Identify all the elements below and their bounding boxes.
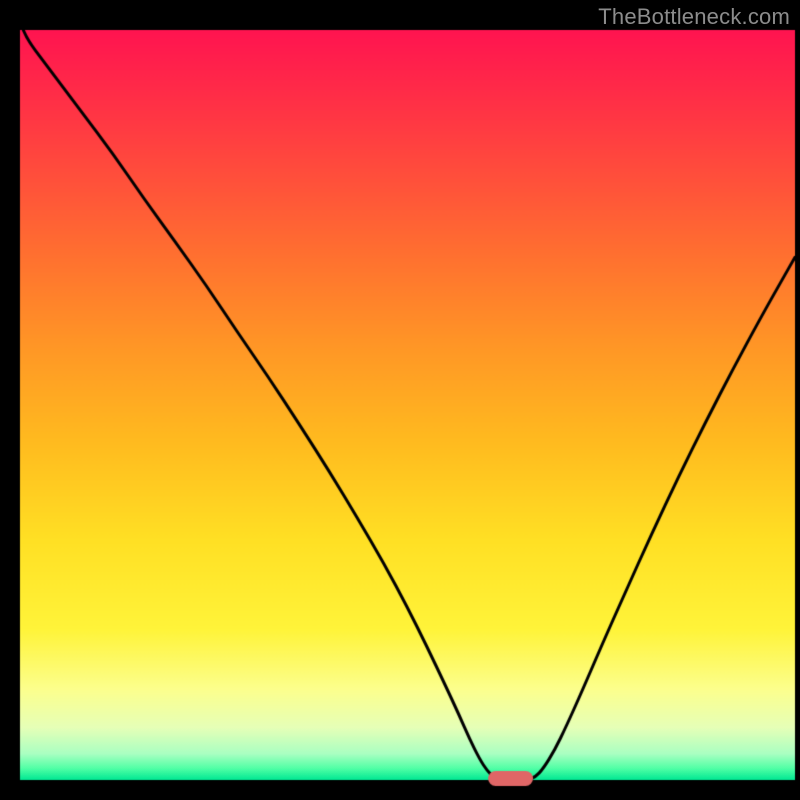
- bottleneck-chart-canvas: [0, 0, 800, 800]
- watermark-text: TheBottleneck.com: [598, 4, 790, 30]
